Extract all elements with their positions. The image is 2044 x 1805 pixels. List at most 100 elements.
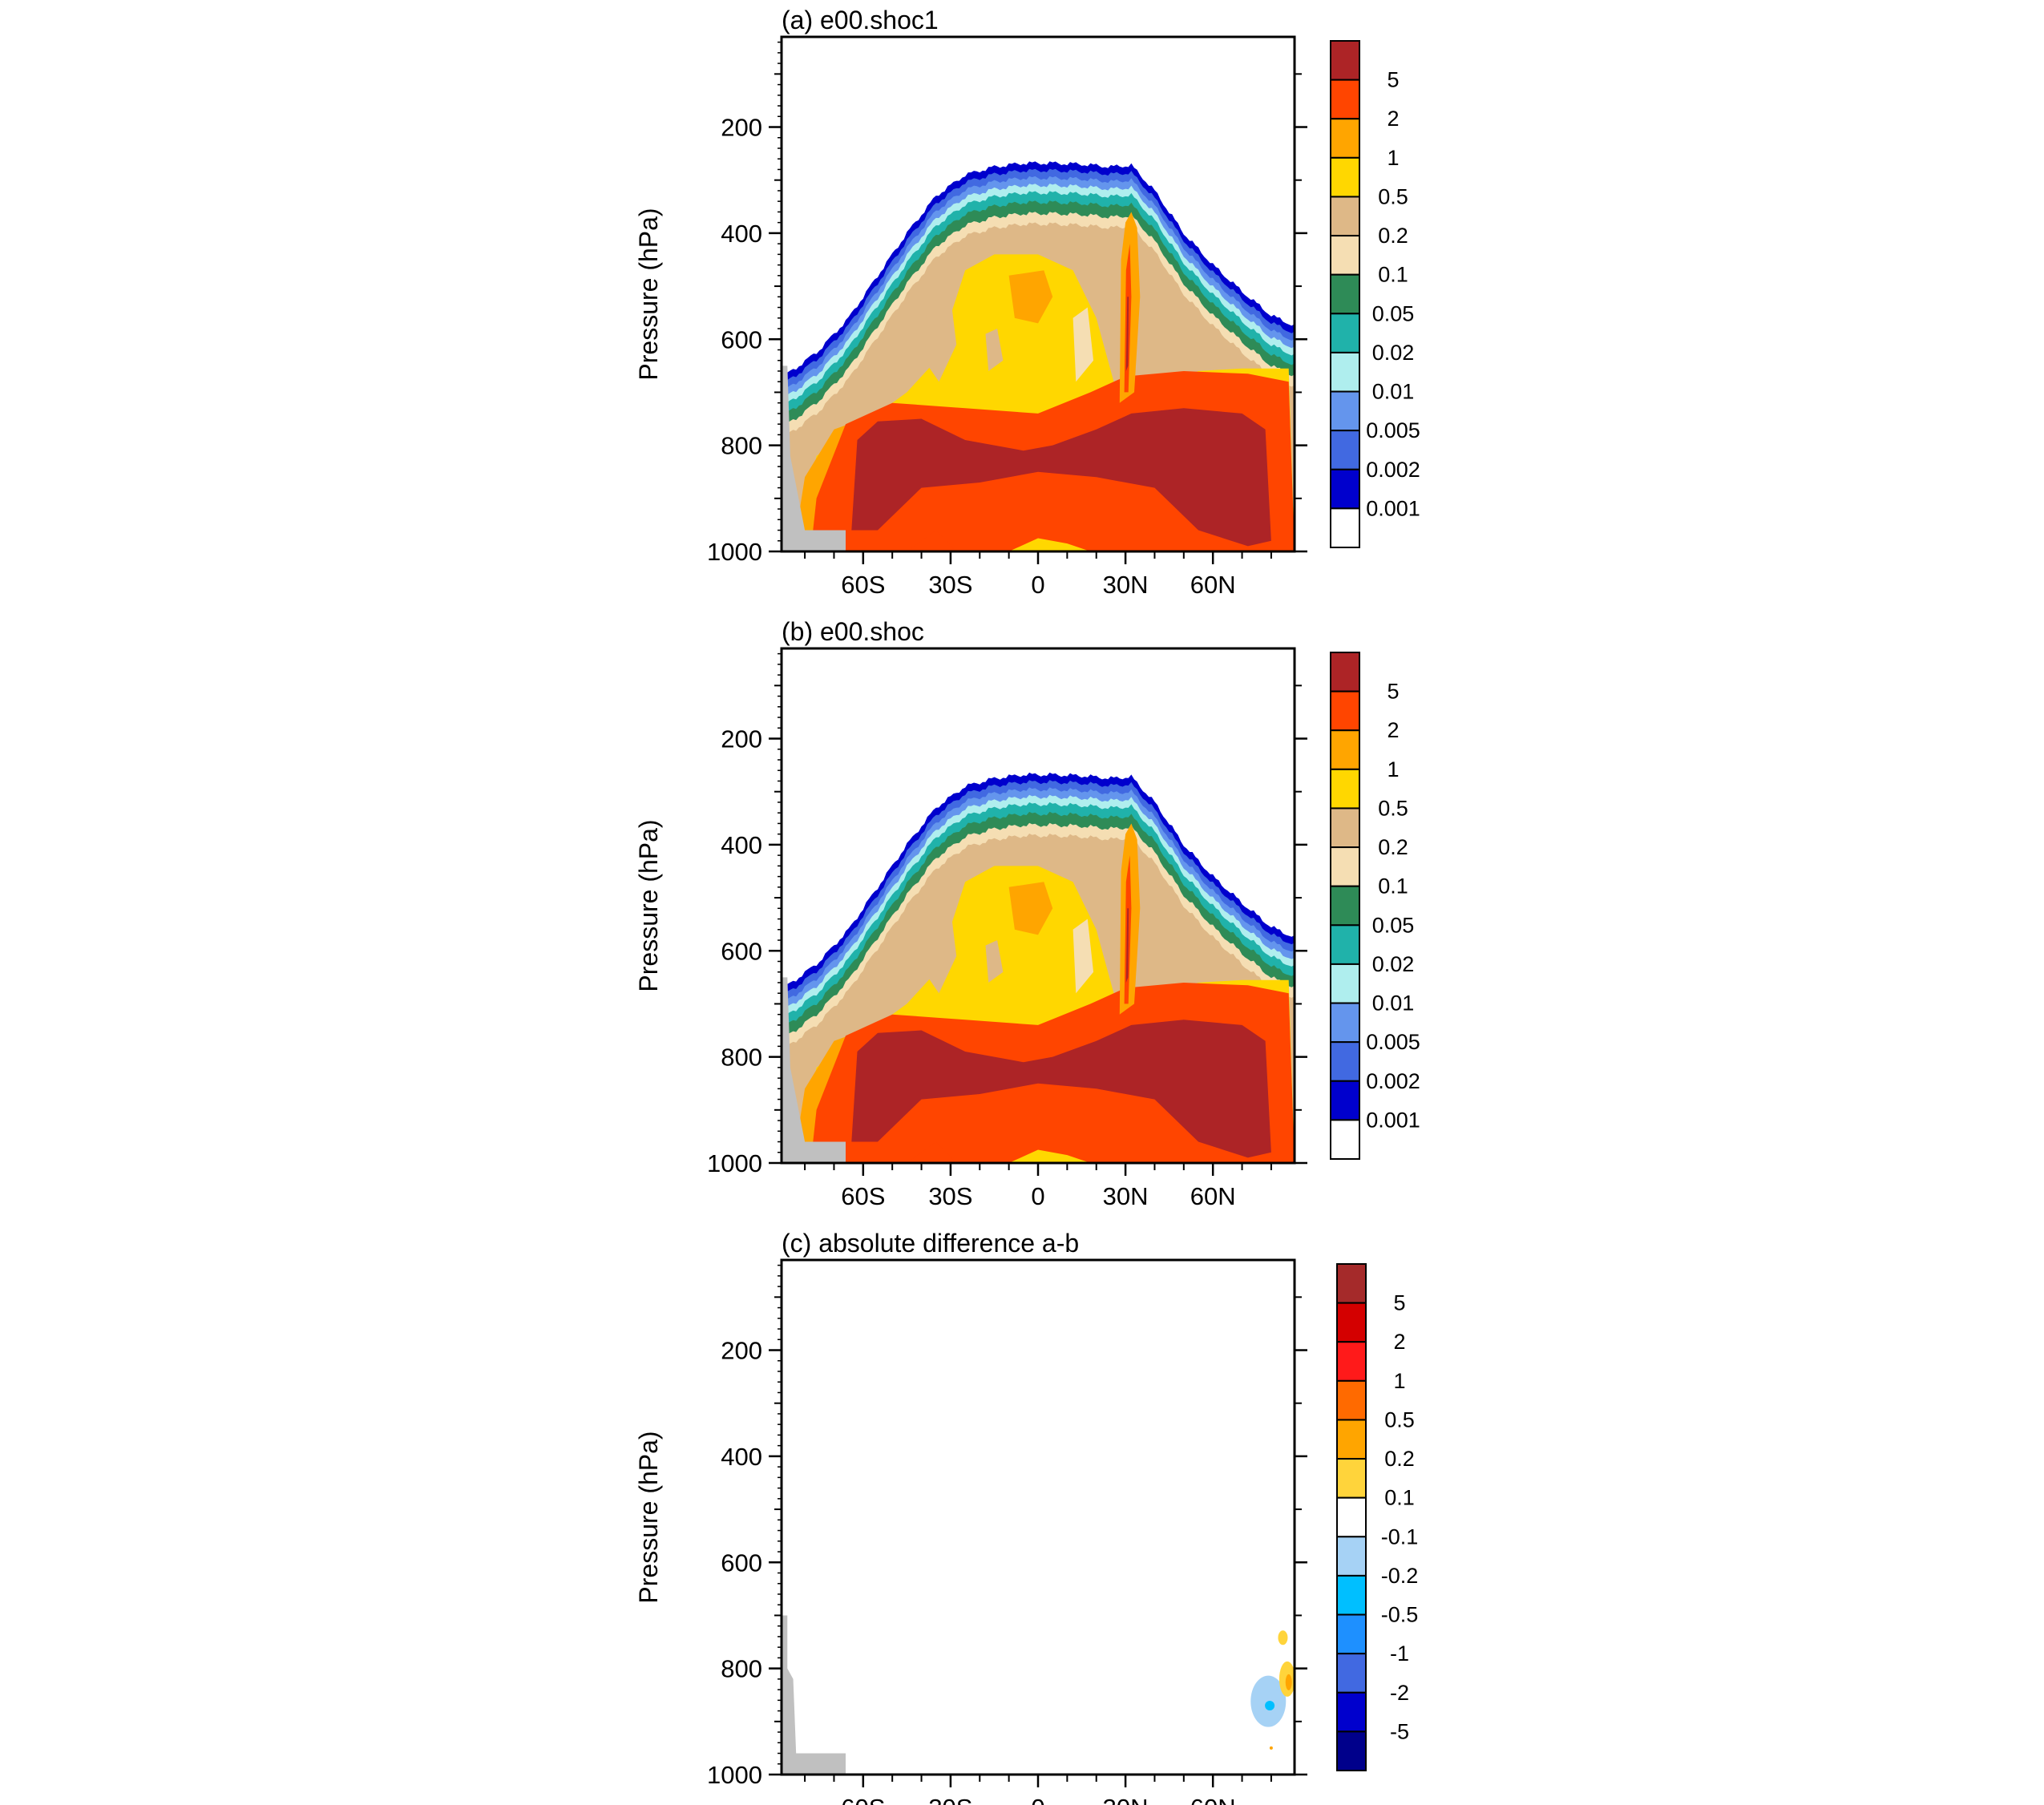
panel-c-colorbar <box>1336 1263 1367 1771</box>
contour-region-orange <box>1008 882 1053 935</box>
colorbar-swatch <box>1330 729 1360 770</box>
contour-region-wheat <box>1072 307 1094 382</box>
y-tick-label-200: 200 <box>721 725 762 753</box>
colorbar-label: 0.1 <box>1384 1486 1415 1510</box>
colorbar-label: 0.5 <box>1384 1407 1415 1431</box>
colorbar-label: -0.2 <box>1381 1564 1419 1588</box>
colorbar-label: 1 <box>1387 757 1399 781</box>
colorbar-swatch <box>1330 156 1360 198</box>
colorbar-swatch <box>1330 807 1360 849</box>
colorbar-label: 0.01 <box>1372 380 1415 404</box>
colorbar-label: 0.002 <box>1366 1069 1420 1093</box>
panel-c-y-tick-labels: 200 400 600 800 1000 <box>707 1337 762 1789</box>
topography-mask <box>782 977 846 1163</box>
colorbar-label: 0.01 <box>1372 991 1415 1016</box>
colorbar-label: 5 <box>1393 1291 1405 1315</box>
colorbar-label: 0.001 <box>1366 1108 1420 1132</box>
colorbar-swatch <box>1330 963 1360 1004</box>
y-tick-label-200: 200 <box>721 1337 762 1365</box>
panel-a-y-tick-labels: 200 400 600 800 1000 <box>707 114 762 566</box>
colorbar-label: 5 <box>1387 680 1399 704</box>
contour-region-darkred <box>851 1020 1271 1158</box>
difference-negative-core <box>1265 1700 1275 1710</box>
colorbar-swatch <box>1336 1691 1367 1733</box>
x-tick-label-30n: 30N <box>1103 1794 1149 1805</box>
colorbar-label: 1 <box>1387 146 1399 170</box>
contour-region-darkred <box>851 408 1271 547</box>
x-tick-label-30n: 30N <box>1103 1182 1149 1210</box>
colorbar-swatch <box>1330 351 1360 393</box>
plot-frame <box>780 1258 1296 1776</box>
x-tick-label-60s: 60S <box>841 1182 885 1210</box>
topography-mask <box>782 365 846 551</box>
x-tick-label-30s: 30S <box>928 1794 972 1805</box>
y-tick-label-800: 800 <box>721 1655 762 1683</box>
contour-region-plume-max <box>1125 908 1129 983</box>
y-tick-label-400: 400 <box>721 1443 762 1471</box>
difference-positive-region <box>1278 1630 1288 1645</box>
colorbar-label: 0.005 <box>1366 1030 1420 1054</box>
colorbar-swatch <box>1336 1341 1367 1382</box>
colorbar-swatch <box>1330 313 1360 353</box>
colorbar-label: 0.2 <box>1378 224 1408 248</box>
colorbar-swatch <box>1330 1080 1360 1121</box>
colorbar-label: 0.1 <box>1378 874 1408 898</box>
x-tick-label-60n: 60N <box>1190 1794 1236 1805</box>
colorbar-swatch <box>1330 1119 1360 1161</box>
x-tick-label-60s: 60S <box>841 571 885 599</box>
colorbar-swatch <box>1336 1730 1367 1771</box>
contour-region-tan <box>924 908 957 994</box>
colorbar-swatch <box>1336 1379 1367 1421</box>
panel-b: (b) e00.shoc Pressure (hPa) 200 400 600 … <box>634 617 1420 1210</box>
panel-a-title: (a) e00.shoc1 <box>782 6 939 34</box>
colorbar-swatch <box>1330 468 1360 510</box>
colorbar-swatch <box>1330 690 1360 732</box>
y-tick-label-800: 800 <box>721 432 762 460</box>
contour-region-orangered <box>907 1141 957 1163</box>
y-tick-label-1000: 1000 <box>707 1149 762 1177</box>
colorbar-swatch <box>1330 40 1360 81</box>
plot-clip-group <box>782 161 1295 551</box>
colorbar-label: 1 <box>1393 1369 1405 1393</box>
colorbar-swatch <box>1336 1574 1367 1616</box>
difference-positive-dot <box>1269 1746 1273 1750</box>
x-tick-label-60n: 60N <box>1190 571 1236 599</box>
contour-region-yellow <box>1008 1149 1091 1163</box>
colorbar-label: 0.02 <box>1372 952 1415 976</box>
colorbar-swatch <box>1336 1536 1367 1577</box>
panel-a-y-axis-label: Pressure (hPa) <box>634 208 663 380</box>
colorbar-swatch <box>1336 1653 1367 1694</box>
colorbar-label: 0.02 <box>1372 341 1415 365</box>
contour-region-tan <box>985 940 1004 983</box>
panel-c-x-tick-labels: 60S 30S 0 30N 60N <box>841 1794 1235 1805</box>
y-tick-label-1000: 1000 <box>707 1761 762 1789</box>
contour-region-tan <box>985 329 1004 371</box>
colorbar-label: 0.2 <box>1378 835 1408 859</box>
colorbar-label: 0.005 <box>1366 418 1420 442</box>
contour-region-wheat <box>1072 919 1094 994</box>
colorbar-label: 0.1 <box>1378 263 1408 287</box>
plot-clip-group <box>782 1615 1295 1775</box>
y-tick-label-400: 400 <box>721 220 762 248</box>
panel-c: (c) absolute difference a-b Pressure (hP… <box>634 1229 1418 1805</box>
y-tick-label-200: 200 <box>721 114 762 142</box>
y-tick-label-400: 400 <box>721 831 762 859</box>
x-tick-label-30n: 30N <box>1103 571 1149 599</box>
colorbar-swatch <box>1330 390 1360 432</box>
panel-a-colorbar <box>1330 40 1360 549</box>
colorbar-swatch <box>1336 1419 1367 1460</box>
colorbar-swatch <box>1330 79 1360 120</box>
colorbar-label: 2 <box>1387 718 1399 742</box>
panel-b-plot-area <box>780 647 1296 1165</box>
x-tick-label-0: 0 <box>1031 1182 1044 1210</box>
panel-b-axis-ticks <box>769 652 1307 1176</box>
panel-a-axis-ticks <box>769 41 1307 564</box>
colorbar-label: -0.1 <box>1381 1524 1419 1549</box>
colorbar-swatch <box>1336 1263 1367 1304</box>
x-tick-label-30s: 30S <box>928 1182 972 1210</box>
colorbar-swatch <box>1330 273 1360 315</box>
colorbar-label: 0.5 <box>1378 184 1408 208</box>
topography-mask <box>782 1615 846 1775</box>
plot-clip-group <box>782 772 1295 1163</box>
colorbar-swatch <box>1330 924 1360 965</box>
